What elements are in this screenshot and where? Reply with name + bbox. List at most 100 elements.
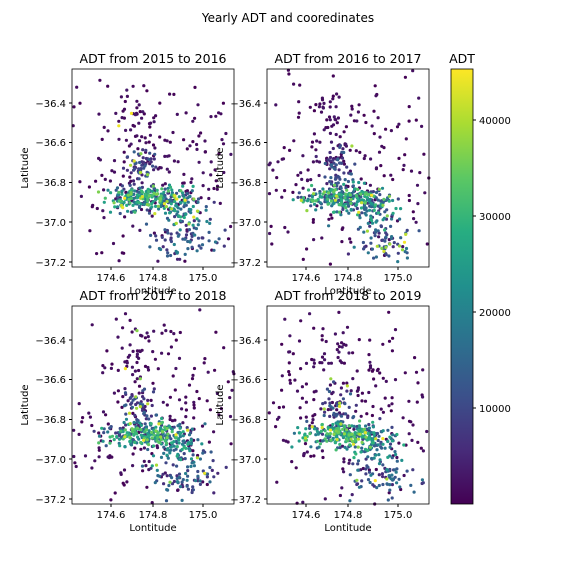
y-tick-label: −36.8 bbox=[230, 178, 261, 189]
scatter-point bbox=[175, 445, 179, 449]
scatter-point bbox=[275, 176, 279, 180]
scatter-point bbox=[162, 482, 166, 486]
scatter-point bbox=[198, 308, 202, 312]
scatter-point bbox=[196, 197, 201, 201]
scatter-point bbox=[101, 209, 105, 213]
scatter-points bbox=[267, 310, 429, 506]
scatter-point bbox=[191, 140, 195, 144]
scatter-point bbox=[414, 370, 419, 374]
scatter-point bbox=[120, 346, 124, 350]
scatter-point bbox=[176, 210, 180, 214]
scatter-point bbox=[128, 175, 132, 179]
scatter-point bbox=[195, 456, 199, 460]
scatter-point bbox=[140, 181, 144, 185]
scatter-point bbox=[328, 180, 332, 184]
scatter-point bbox=[108, 441, 112, 445]
scatter-point bbox=[301, 186, 305, 190]
scatter-point bbox=[310, 183, 314, 188]
scatter-point bbox=[390, 396, 394, 400]
scatter-point bbox=[341, 427, 345, 431]
scatter-point bbox=[342, 361, 346, 365]
scatter-point bbox=[72, 428, 76, 432]
scatter-point bbox=[102, 200, 106, 204]
scatter-point bbox=[329, 438, 333, 442]
scatter-point bbox=[127, 433, 131, 437]
scatter-point bbox=[280, 388, 284, 392]
scatter-point bbox=[312, 365, 316, 369]
scatter-point bbox=[372, 256, 376, 260]
scatter-point bbox=[355, 203, 359, 207]
scatter-point bbox=[336, 158, 340, 162]
scatter-point bbox=[152, 387, 156, 391]
scatter-point bbox=[213, 168, 217, 172]
scatter-point bbox=[287, 72, 291, 76]
scatter-point bbox=[367, 390, 371, 395]
scatter-point bbox=[329, 199, 334, 203]
scatter-point bbox=[329, 213, 333, 217]
scatter-point bbox=[123, 360, 127, 364]
scatter-point bbox=[349, 113, 353, 117]
scatter-point bbox=[311, 160, 315, 164]
scatter-point bbox=[198, 482, 202, 486]
scatter-point bbox=[123, 196, 127, 200]
scatter-point bbox=[359, 414, 363, 418]
scatter-point bbox=[342, 457, 346, 461]
y-tick-label: −36.4 bbox=[35, 99, 66, 110]
scatter-point bbox=[185, 191, 189, 196]
scatter-point bbox=[394, 452, 398, 457]
scatter-point bbox=[375, 368, 379, 373]
scatter-point bbox=[315, 439, 320, 443]
scatter-point bbox=[364, 472, 368, 476]
scatter-point bbox=[386, 428, 390, 432]
scatter-point bbox=[174, 439, 178, 444]
scatter-point bbox=[73, 461, 77, 465]
scatter-point bbox=[365, 438, 369, 442]
scatter-point bbox=[101, 410, 106, 414]
scatter-point bbox=[176, 488, 180, 492]
scatter-point bbox=[215, 184, 220, 188]
scatter-point bbox=[338, 446, 342, 450]
scatter-point bbox=[175, 112, 179, 116]
scatter-point bbox=[120, 251, 124, 255]
scatter-point bbox=[143, 136, 147, 140]
scatter-point bbox=[384, 245, 388, 249]
scatter-point bbox=[173, 200, 177, 204]
scatter-point bbox=[142, 387, 147, 391]
scatter-point bbox=[367, 470, 372, 474]
scatter-point bbox=[341, 226, 345, 230]
scatter-point bbox=[146, 398, 150, 402]
scatter-point bbox=[136, 435, 140, 439]
scatter-point bbox=[393, 450, 397, 454]
scatter-point bbox=[351, 184, 355, 188]
y-axis: −36.4 −36.6 −36.8 −37.0 −37.2 Latitude bbox=[20, 99, 72, 269]
scatter-point bbox=[169, 329, 173, 334]
scatter-point bbox=[331, 123, 336, 127]
scatter-point bbox=[111, 241, 116, 246]
scatter-point bbox=[109, 366, 113, 370]
scatter-point bbox=[348, 148, 352, 152]
scatter-point bbox=[152, 120, 156, 124]
scatter-point bbox=[312, 398, 316, 402]
scatter-point bbox=[192, 403, 196, 407]
scatter-point bbox=[92, 429, 96, 433]
scatter-point bbox=[139, 440, 143, 445]
scatter-point bbox=[380, 446, 384, 450]
scatter-point bbox=[329, 377, 333, 381]
scatter-point bbox=[177, 356, 182, 360]
scatter-point bbox=[195, 249, 199, 253]
scatter-point bbox=[336, 116, 340, 120]
scatter-point bbox=[140, 173, 144, 177]
scatter-point bbox=[366, 455, 370, 459]
scatter-point bbox=[367, 199, 371, 203]
scatter-point bbox=[399, 487, 403, 492]
scatter-point bbox=[205, 399, 209, 403]
scatter-point bbox=[340, 345, 344, 349]
scatter-point bbox=[353, 162, 357, 166]
scatter-point bbox=[351, 351, 355, 355]
scatter-point bbox=[163, 154, 167, 158]
scatter-point bbox=[152, 168, 156, 172]
scatter-point bbox=[172, 92, 176, 96]
scatter-point bbox=[403, 250, 407, 254]
scatter-point bbox=[201, 449, 205, 453]
scatter-point bbox=[163, 438, 167, 442]
